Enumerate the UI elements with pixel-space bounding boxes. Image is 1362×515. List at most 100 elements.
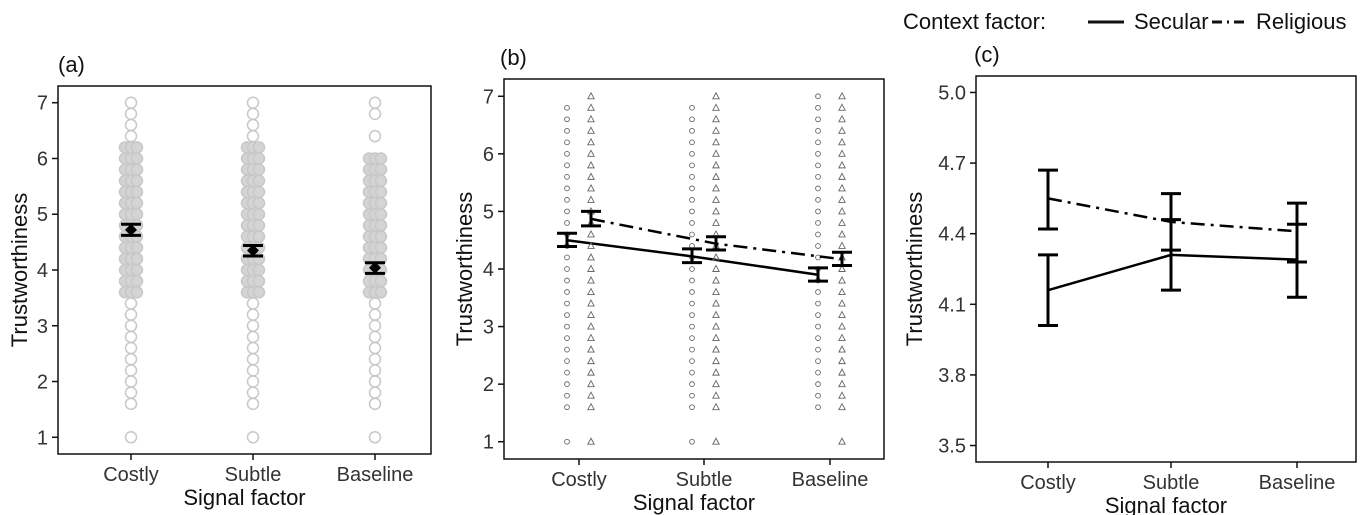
mean-point (247, 244, 259, 257)
raw-point-religious (838, 322, 846, 330)
raw-point (252, 174, 266, 188)
raw-point-secular (689, 208, 695, 215)
y-tick-label: 7 (37, 93, 48, 115)
raw-point-secular (815, 312, 821, 318)
y-tick-label: 2 (37, 372, 48, 394)
raw-point-religious (587, 229, 595, 238)
raw-point (124, 341, 138, 355)
y-tick-label: 2 (483, 374, 494, 396)
panel-c: (c) 3.5 3.8 4.1 4.4 4.7 5.0 Costly Subtle Baselin… (902, 42, 1357, 515)
raw-point (368, 386, 382, 399)
raw-point-secular (564, 150, 570, 157)
raw-point-religious (838, 287, 846, 295)
raw-point-secular (564, 116, 570, 123)
y-tick-label: 5 (37, 204, 48, 226)
y-tick-label: 3 (483, 317, 494, 339)
raw-point-religious (712, 437, 720, 445)
raw-point-religious (838, 172, 846, 180)
raw-point (252, 219, 266, 232)
raw-point (130, 141, 144, 154)
raw-point (130, 174, 144, 188)
raw-point-religious (838, 241, 846, 249)
raw-point-religious (712, 287, 720, 295)
raw-point-religious (587, 91, 595, 100)
raw-point (374, 274, 388, 288)
raw-point (130, 286, 144, 299)
raw-point-secular (564, 392, 570, 399)
raw-point-religious (587, 172, 595, 180)
raw-point (124, 352, 138, 366)
raw-point (130, 274, 144, 288)
raw-point-religious (712, 379, 720, 388)
raw-point (246, 431, 260, 444)
raw-point-religious (838, 391, 846, 399)
raw-point (246, 129, 260, 143)
raw-point (124, 375, 138, 388)
raw-point-secular (564, 277, 570, 284)
raw-point-secular (815, 243, 821, 249)
raw-point-secular (815, 208, 821, 215)
raw-point-secular (564, 312, 570, 318)
raw-point-religious (838, 137, 846, 146)
raw-point-religious (587, 287, 595, 295)
raw-point-religious (587, 137, 595, 146)
raw-point (124, 386, 138, 399)
raw-point (124, 297, 138, 310)
raw-point-secular (689, 381, 695, 388)
raw-point-secular (815, 127, 821, 134)
y-tick-label: 6 (483, 144, 494, 166)
raw-point (368, 364, 382, 377)
raw-point (368, 352, 382, 366)
raw-point-secular (689, 116, 695, 123)
raw-point-religious (712, 91, 720, 100)
raw-point-religious (587, 253, 595, 261)
raw-point-secular (689, 127, 695, 134)
raw-point-secular (689, 392, 695, 399)
raw-point (246, 308, 260, 321)
raw-point-secular (815, 323, 821, 330)
x-tick-label: Subtle (1143, 472, 1200, 494)
raw-point-religious (838, 345, 846, 353)
raw-point-secular (689, 346, 695, 353)
raw-point-secular (689, 289, 695, 295)
raw-point (252, 230, 266, 243)
y-tick-label: 7 (483, 86, 494, 108)
legend-title: Context factor: (903, 9, 1046, 34)
raw-point-secular (689, 104, 695, 111)
raw-point-religious (712, 137, 720, 146)
raw-point-religious (712, 299, 720, 307)
raw-point-religious (838, 379, 846, 388)
raw-point (130, 252, 144, 266)
x-tick-label: Subtle (676, 469, 733, 491)
raw-point (130, 163, 144, 176)
raw-point (368, 319, 382, 333)
raw-point-religious (712, 322, 720, 330)
raw-point-secular (815, 300, 821, 307)
x-tick-label: Baseline (1259, 472, 1336, 494)
raw-point-secular (815, 220, 821, 226)
raw-point (124, 431, 138, 444)
raw-point (252, 185, 266, 199)
raw-point (374, 207, 388, 221)
raw-point (130, 207, 144, 221)
raw-point (246, 352, 260, 366)
raw-point-secular (564, 220, 570, 226)
raw-point-secular (564, 438, 570, 445)
raw-point-religious (838, 276, 846, 284)
y-tick-label: 5 (483, 201, 494, 223)
raw-point-secular (815, 335, 821, 341)
raw-point-secular (564, 197, 570, 203)
mean-point (125, 223, 137, 236)
raw-point-religious (587, 114, 595, 123)
raw-point-secular (689, 231, 695, 238)
raw-point-religious (587, 126, 595, 134)
raw-point-religious (712, 160, 720, 169)
y-tick-label: 1 (483, 432, 494, 454)
raw-point-religious (838, 206, 846, 215)
raw-point-secular (815, 392, 821, 399)
raw-point-religious (712, 264, 720, 272)
raw-point-religious (587, 264, 595, 272)
raw-point (374, 174, 388, 188)
raw-point-secular (689, 369, 695, 376)
raw-point (124, 330, 138, 344)
